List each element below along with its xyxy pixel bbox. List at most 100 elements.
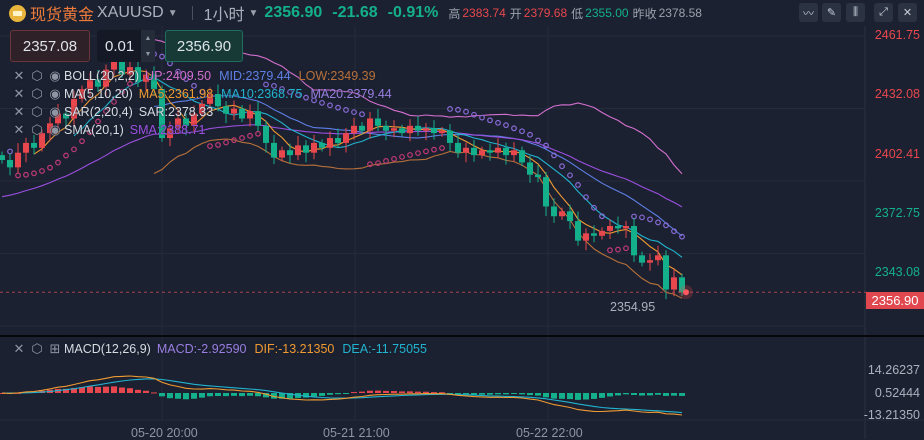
sar-dot <box>31 170 37 177</box>
candle-body <box>15 152 21 168</box>
price-change-pct: -0.91% <box>387 4 439 21</box>
candle-body <box>63 113 69 119</box>
candle-body <box>423 128 429 131</box>
sar-dot <box>303 94 309 101</box>
sar-dot <box>503 122 509 129</box>
candle-body <box>79 89 85 99</box>
macd-bar <box>263 393 269 398</box>
sma-line <box>1 124 683 208</box>
macd-bar <box>311 393 317 397</box>
macd-bar <box>367 390 373 393</box>
macd-bar <box>679 393 685 396</box>
eye-icon[interactable]: ◉ <box>49 68 61 83</box>
close-icon[interactable]: ✕ <box>13 86 25 101</box>
candle-body <box>607 226 613 231</box>
macd-bar <box>319 393 325 396</box>
sar-dot <box>607 247 613 254</box>
sar-dot <box>487 117 493 124</box>
increment-icon[interactable]: ▲ <box>144 34 152 42</box>
sar-dot <box>191 82 197 89</box>
close-icon[interactable]: ✕ <box>13 68 25 83</box>
open-value: 2379.68 <box>523 6 568 20</box>
low-label: 低 <box>571 6 584 21</box>
low-value: 2355.00 <box>585 6 629 20</box>
indicator-name: BOLL(20,2,2) <box>64 69 140 83</box>
candle-body <box>567 211 573 222</box>
macd-bar <box>583 393 589 400</box>
candlestick-icon[interactable]: ⫼ <box>846 3 865 22</box>
eye-icon[interactable]: ◉ <box>49 86 61 101</box>
macd-bar <box>535 393 541 396</box>
macd-bar <box>207 393 213 397</box>
macd-axis-mid: 0.52444 <box>874 386 920 400</box>
close-icon[interactable]: ✕ <box>898 3 917 22</box>
quantity-stepper[interactable]: 0.01 ▲ ▼ <box>97 30 155 62</box>
decrement-icon[interactable]: ▼ <box>144 50 152 58</box>
sar-dot <box>199 88 205 95</box>
macd-bar <box>455 393 461 395</box>
sar-dot <box>519 128 525 135</box>
close-icon[interactable]: ✕ <box>13 104 25 119</box>
chevron-down-icon[interactable]: ▼ <box>167 7 178 19</box>
candle-body <box>647 260 653 263</box>
dea-value: DEA:-11.75055 <box>342 342 427 356</box>
sar-dot <box>615 246 621 253</box>
sar-dot <box>95 118 101 125</box>
price-axis-label: 2372.75 <box>874 205 920 220</box>
symbol-code[interactable]: XAUUSD <box>97 4 164 21</box>
interval-select[interactable]: 1小时 <box>203 7 245 24</box>
sar-dot <box>15 172 21 179</box>
macd-bar <box>247 393 253 396</box>
symbol-name[interactable]: 现货黄金 <box>30 7 95 24</box>
settings-icon[interactable]: ⬡ <box>31 86 43 101</box>
macd-bar <box>127 388 133 393</box>
sar-dot <box>311 97 317 104</box>
expand-icon[interactable]: ⤢ <box>874 3 893 22</box>
macd-bar <box>103 386 109 393</box>
macd-bar <box>239 393 245 397</box>
chevron-down-icon[interactable]: ▼ <box>248 7 259 19</box>
candle-body <box>527 162 533 175</box>
eye-icon[interactable]: ◉ <box>49 104 61 119</box>
settings-icon[interactable]: ⬡ <box>31 104 43 119</box>
quantity-value[interactable]: 0.01 <box>105 37 135 55</box>
macd-bar <box>351 392 357 394</box>
macd-bar <box>79 387 85 393</box>
sar-dot <box>287 89 293 95</box>
indicator-icon[interactable]: 〰 <box>799 3 818 22</box>
prev-close-value: 2378.58 <box>658 6 702 20</box>
candle-body <box>295 145 301 156</box>
buy-button[interactable]: 2356.90 <box>165 30 243 62</box>
settings-icon[interactable]: ⬡ <box>31 122 43 137</box>
candle-body <box>367 118 373 131</box>
macd-bar <box>631 393 637 395</box>
sar-dot <box>583 194 589 201</box>
settings-icon[interactable]: ⬡ <box>31 68 43 83</box>
dif-value: DIF:-13.21350 <box>254 342 335 356</box>
candle-body <box>487 150 493 153</box>
close-icon[interactable]: ✕ <box>13 122 25 137</box>
candle-body <box>255 111 261 126</box>
eye-icon[interactable]: ◉ <box>49 122 61 137</box>
close-icon[interactable]: ✕ <box>13 341 25 356</box>
candle-body <box>335 138 341 143</box>
sar-dot <box>47 164 53 171</box>
settings-icon[interactable]: ⬡ <box>31 341 43 356</box>
macd-bar <box>151 392 157 394</box>
candle-body <box>167 128 173 139</box>
candle-body <box>679 277 685 293</box>
sell-button[interactable]: 2357.08 <box>10 30 90 62</box>
pencil-icon[interactable]: ✎ <box>822 3 841 22</box>
candle-body <box>575 221 581 241</box>
sar-dot <box>479 114 485 121</box>
indicator-value: SAR:2378.33 <box>138 105 214 119</box>
ma5-line <box>33 70 683 276</box>
candle-body <box>247 111 253 119</box>
expand-square-icon[interactable]: ⊞ <box>49 341 61 356</box>
macd-bar <box>639 393 645 396</box>
sar-dot <box>367 161 373 168</box>
candle-body <box>431 128 437 134</box>
candle-body <box>359 125 365 131</box>
high-label: 高 <box>448 6 461 21</box>
